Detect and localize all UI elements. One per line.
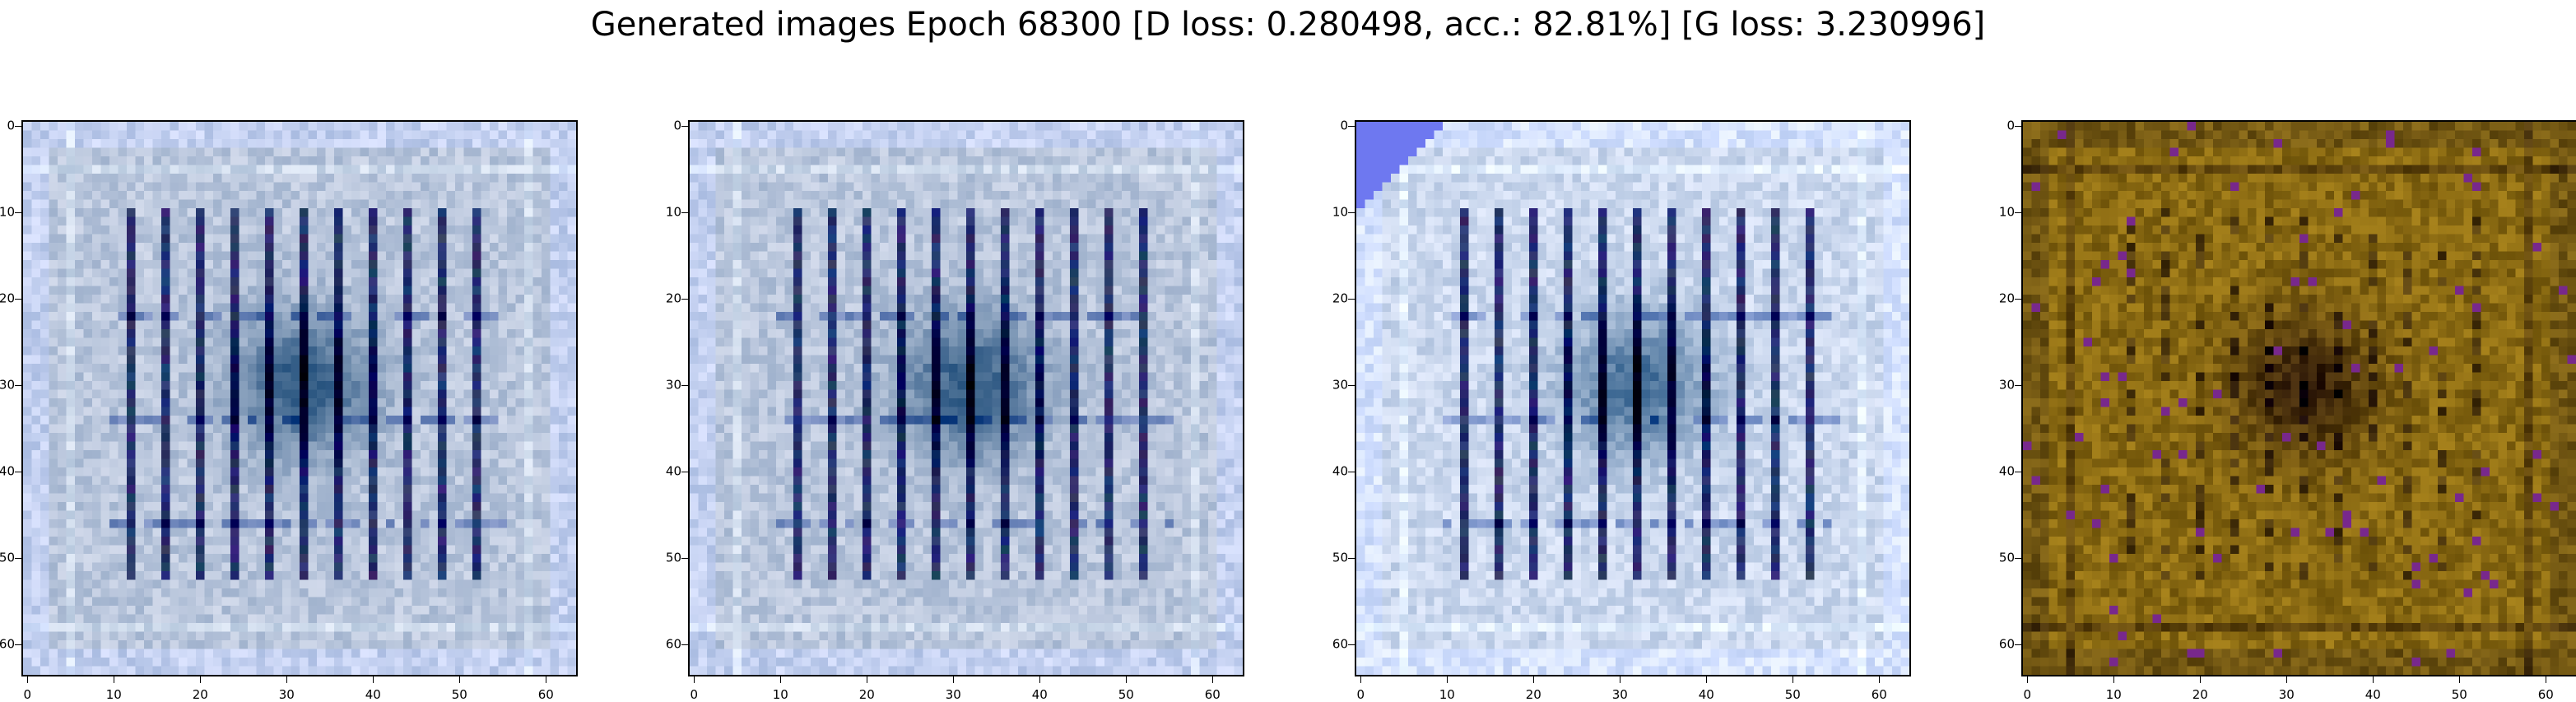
y-tick-label: 20 [0,291,15,306]
generated-image [2023,122,2576,675]
y-tick-mark [2015,126,2021,128]
y-tick-label: 10 [1332,204,1348,220]
x-tick-mark [953,676,955,683]
x-tick-mark [27,676,29,683]
y-tick-label: 60 [0,636,15,652]
image-frame [1355,120,1911,676]
y-tick-label: 50 [665,550,681,565]
y-tick-mark [2015,299,2021,300]
y-tick-mark [2015,212,2021,214]
x-tick-mark [1533,676,1535,683]
y-tick-mark [15,212,21,214]
x-tick-mark [373,676,374,683]
y-tick-mark [681,212,688,214]
y-tick-mark [1348,212,1355,214]
x-tick-mark [2459,676,2461,683]
y-tick-mark [681,644,688,646]
y-tick-label: 30 [1332,377,1348,393]
figure-title: Generated images Epoch 68300 [D loss: 0.… [590,6,1986,44]
y-tick-label: 0 [2006,118,2015,133]
y-tick-label: 40 [665,463,681,479]
x-tick-mark [1447,676,1448,683]
x-tick-mark [1360,676,1362,683]
x-tick-label: 0 [23,687,32,702]
x-tick-label: 0 [1356,687,1365,702]
y-tick-label: 10 [665,204,681,220]
y-tick-label: 0 [673,118,681,133]
x-tick-mark [1212,676,1214,683]
y-tick-mark [15,644,21,646]
generated-image [690,122,1243,675]
y-tick-label: 20 [1998,291,2015,306]
y-tick-mark [2015,644,2021,646]
y-tick-mark [1348,126,1355,128]
x-tick-label: 0 [690,687,699,702]
x-tick-mark [286,676,288,683]
image-frame [688,120,1244,676]
y-tick-label: 40 [0,463,15,479]
y-tick-label: 20 [1332,291,1348,306]
y-tick-label: 50 [0,550,15,565]
y-tick-label: 10 [1998,204,2015,220]
image-frame [2021,120,2576,676]
x-tick-mark [1126,676,1128,683]
x-tick-mark [2373,676,2374,683]
x-tick-mark [200,676,202,683]
image-panel-4: 0 10 20 30 40 50 60 0 10 20 30 40 50 60 [1999,119,2576,702]
y-tick-mark [2015,558,2021,560]
x-tick-mark [780,676,782,683]
image-panel-1: 0 10 20 30 40 50 60 0 10 20 30 40 50 60 [0,119,578,702]
image-frame [21,120,578,676]
y-tick-mark [15,385,21,387]
y-tick-label: 0 [7,118,15,133]
y-tick-mark [15,558,21,560]
y-tick-label: 30 [665,377,681,393]
image-panel-3: 0 10 20 30 40 50 60 0 10 20 30 40 50 60 [1332,119,1911,702]
x-tick-label: 0 [2023,687,2032,702]
y-tick-mark [681,385,688,387]
y-tick-label: 60 [665,636,681,652]
y-tick-mark [681,299,688,300]
y-tick-mark [681,558,688,560]
y-tick-label: 50 [1332,550,1348,565]
y-tick-mark [1348,385,1355,387]
y-tick-mark [1348,644,1355,646]
y-tick-mark [1348,558,1355,560]
image-panel-2: 0 10 20 30 40 50 60 0 10 20 30 40 50 60 [666,119,1244,702]
y-tick-label: 60 [1998,636,2015,652]
generated-image [23,122,576,675]
x-tick-mark [1706,676,1708,683]
x-tick-mark [1879,676,1881,683]
x-tick-mark [694,676,695,683]
y-tick-label: 60 [1332,636,1348,652]
x-tick-mark [1039,676,1041,683]
y-tick-label: 20 [665,291,681,306]
y-tick-mark [15,299,21,300]
y-tick-label: 40 [1998,463,2015,479]
x-tick-mark [2113,676,2115,683]
y-tick-label: 40 [1332,463,1348,479]
y-tick-label: 0 [1340,118,1348,133]
y-tick-label: 30 [0,377,15,393]
y-tick-label: 10 [0,204,15,220]
x-tick-mark [2200,676,2202,683]
x-tick-mark [2027,676,2029,683]
y-tick-label: 30 [1998,377,2015,393]
x-tick-mark [459,676,461,683]
generated-image [1356,122,1909,675]
y-tick-mark [681,126,688,128]
y-tick-label: 50 [1998,550,2015,565]
y-tick-mark [2015,385,2021,387]
x-tick-mark [2286,676,2288,683]
y-tick-mark [1348,299,1355,300]
y-tick-mark [15,126,21,128]
